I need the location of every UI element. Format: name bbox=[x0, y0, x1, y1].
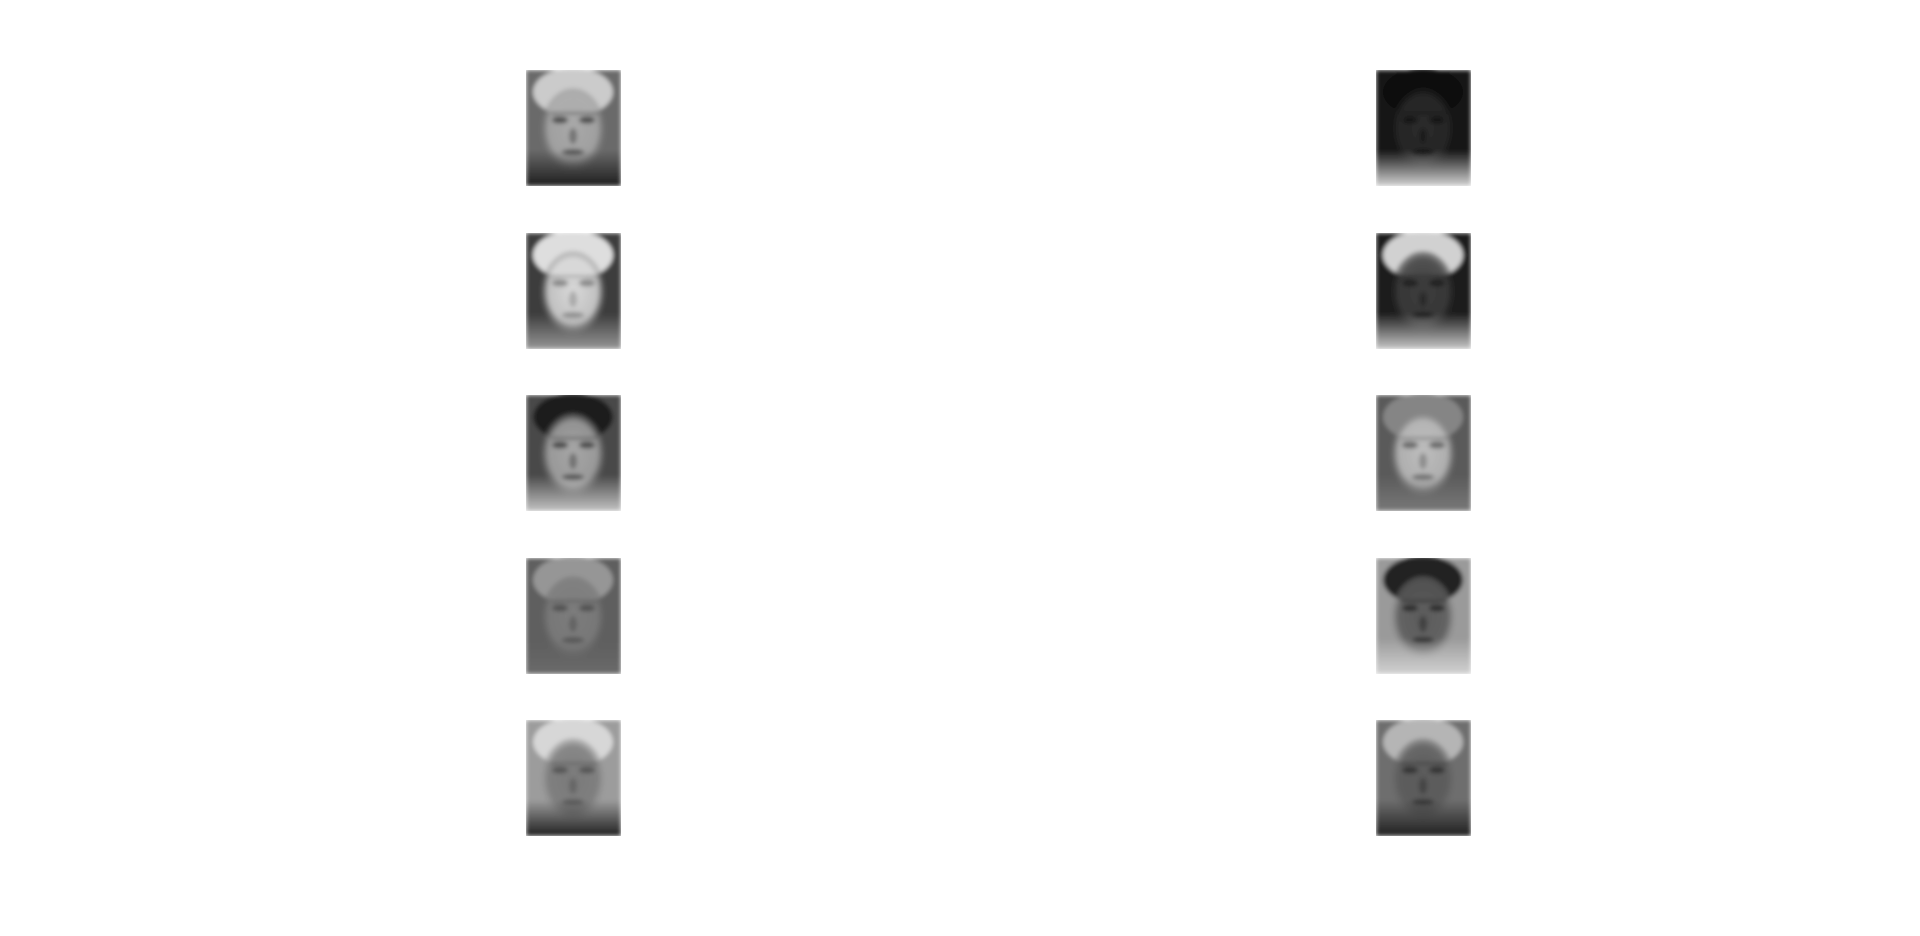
eigenface-image-9 bbox=[526, 720, 621, 836]
eigenface-image-7 bbox=[526, 558, 621, 674]
eigenface-image-5 bbox=[526, 395, 621, 511]
eigenface-image-1 bbox=[526, 70, 621, 186]
eigenface-image-4 bbox=[1376, 233, 1471, 349]
eigenface-image-6 bbox=[1376, 395, 1471, 511]
eigenface-image-2 bbox=[1376, 70, 1471, 186]
eigenface-image-8 bbox=[1376, 558, 1471, 674]
eigenface-image-10 bbox=[1376, 720, 1471, 836]
eigenface-image-3 bbox=[526, 233, 621, 349]
